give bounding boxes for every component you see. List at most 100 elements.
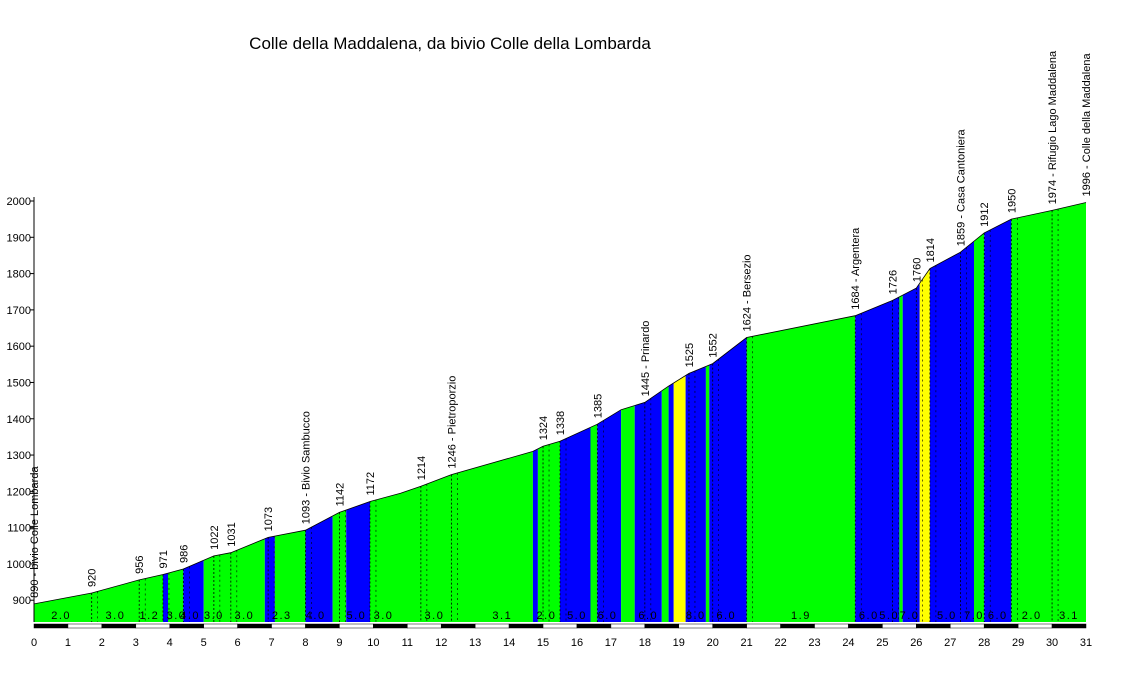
profile-segment-19 — [661, 386, 669, 622]
x-tick-label-5: 5 — [201, 637, 207, 649]
point-label-8: 1073 — [263, 507, 275, 531]
slope-label-15: 5.0 — [567, 610, 587, 622]
km-strip-16 — [576, 623, 612, 629]
x-tick-label-23: 23 — [808, 637, 820, 649]
slope-label-11: 3.0 — [374, 610, 394, 622]
profile-segment-3 — [168, 569, 184, 622]
x-tick-label-7: 7 — [268, 637, 274, 649]
y-tick-label-1400: 1400 — [7, 414, 31, 426]
annotation-dash-layer — [91, 209, 1059, 622]
x-tick-label-21: 21 — [741, 637, 753, 649]
x-tick-label-18: 18 — [639, 637, 651, 649]
point-label-27: 1950 — [1006, 189, 1018, 213]
slope-label-28: 3.1 — [1059, 610, 1079, 622]
km-strip-2 — [101, 623, 137, 629]
slope-label-13: 3.1 — [492, 610, 512, 622]
profile-segment-22 — [685, 366, 706, 622]
x-tick-label-25: 25 — [876, 637, 888, 649]
slope-label-1: 2.0 — [51, 610, 71, 622]
x-tick-label-3: 3 — [133, 637, 139, 649]
km-strip-3 — [135, 623, 170, 629]
profile-segment-7 — [274, 530, 306, 622]
y-tick-label-1800: 1800 — [7, 269, 31, 281]
km-strip-18 — [644, 623, 680, 629]
point-label-20: 1624 - Bersezio — [742, 254, 754, 331]
slope-label-4: 3.0 — [167, 610, 187, 622]
y-tick-label-1900: 1900 — [7, 232, 31, 244]
y-tick-label-1100: 1100 — [7, 523, 31, 535]
km-strip-10 — [373, 623, 408, 629]
axes-layer: 9001000110012001300140015001600170018001… — [7, 196, 1093, 649]
point-label-28: 1974 - Rifugio Lago Maddalena — [1047, 50, 1059, 204]
annotation-label-layer: 890 - bivio Colle Lombarda 920 956 971 986 10… — [29, 50, 1093, 598]
point-label-15: 1338 — [555, 411, 567, 435]
point-label-1: 890 - bivio Colle Lombarda — [29, 466, 41, 598]
profile-segment-26 — [855, 296, 900, 622]
profile-segment-16 — [597, 409, 622, 622]
x-tick-label-30: 30 — [1046, 637, 1058, 649]
slope-label-25: 7.0 — [964, 610, 984, 622]
km-strip-30 — [1051, 623, 1087, 629]
km-strip-24 — [848, 623, 883, 629]
km-strip-1 — [67, 623, 103, 629]
x-tick-label-27: 27 — [944, 637, 956, 649]
x-tick-label-29: 29 — [1012, 637, 1024, 649]
km-strip-20 — [712, 623, 747, 629]
point-label-23: 1760 — [911, 258, 923, 282]
profile-segment-6 — [264, 536, 275, 622]
x-tick-label-15: 15 — [537, 637, 549, 649]
point-label-9: 1093 - Bivio Sambucco — [301, 411, 313, 524]
slope-label-5: 4.0 — [180, 610, 200, 622]
km-strip-19 — [678, 623, 713, 629]
point-label-22: 1726 — [888, 270, 900, 294]
km-strip-28 — [983, 623, 1019, 629]
profile-segment-29 — [919, 268, 930, 622]
x-tick-label-13: 13 — [469, 637, 481, 649]
profile-segment-31 — [974, 232, 985, 622]
point-label-5: 986 — [178, 545, 190, 563]
x-tick-label-2: 2 — [99, 637, 105, 649]
slope-label-10: 5.0 — [346, 610, 366, 622]
profile-segment-20 — [668, 382, 674, 622]
slope-label-23: 7.0 — [900, 610, 920, 622]
slope-label-8: 2.3 — [272, 610, 292, 622]
x-tick-label-8: 8 — [302, 637, 308, 649]
slope-label-19: 6.0 — [716, 610, 736, 622]
y-tick-label-1700: 1700 — [7, 305, 31, 317]
km-strip-27 — [950, 623, 985, 629]
slope-label-20: 1.9 — [791, 610, 811, 622]
x-tick-label-16: 16 — [571, 637, 583, 649]
x-tick-label-4: 4 — [167, 637, 173, 649]
profile-segment-14 — [560, 427, 591, 622]
slope-label-24: 5.0 — [937, 610, 957, 622]
y-tick-label-2000: 2000 — [7, 196, 31, 208]
x-tick-label-10: 10 — [367, 637, 379, 649]
km-strip-4 — [169, 623, 204, 629]
profile-outline — [33, 202, 1087, 605]
point-label-24: 1814 — [925, 238, 937, 262]
km-strip-0 — [33, 623, 69, 629]
point-label-14: 1324 — [538, 416, 550, 440]
slope-label-6: 3.0 — [204, 610, 224, 622]
point-label-2: 920 — [87, 569, 99, 587]
point-label-13: 1246 - Pietroporzio — [446, 376, 458, 469]
point-label-12: 1214 — [416, 456, 428, 480]
point-label-10: 1142 — [334, 483, 346, 507]
y-tick-label-1200: 1200 — [7, 486, 31, 498]
profile-segment-32 — [984, 219, 1012, 622]
y-tick-label-1600: 1600 — [7, 341, 31, 353]
profile-segment-18 — [634, 390, 662, 622]
profile-segment-28 — [902, 283, 920, 622]
profile-segment-15 — [590, 424, 598, 622]
profile-segment-8 — [305, 516, 333, 622]
point-label-25: 1859 - Casa Cantoniera — [955, 129, 967, 247]
profile-segment-21 — [673, 375, 686, 622]
profile-segment-10 — [346, 501, 370, 622]
slope-label-14: 2.0 — [537, 610, 557, 622]
point-label-11: 1172 — [365, 472, 377, 496]
point-label-19: 1552 — [708, 333, 720, 357]
point-label-3: 956 — [134, 556, 146, 574]
profile-segment-23 — [705, 365, 710, 622]
point-label-18: 1525 — [684, 343, 696, 367]
